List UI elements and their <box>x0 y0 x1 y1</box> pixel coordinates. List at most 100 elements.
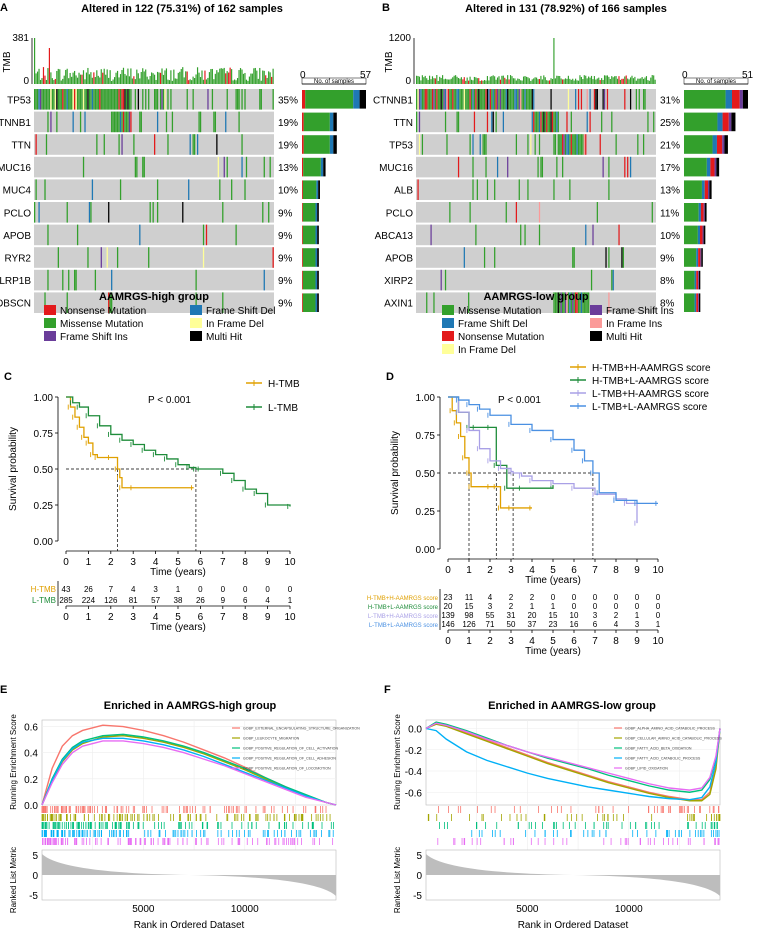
tmb-bar <box>94 77 96 84</box>
mutation-cell <box>572 247 574 268</box>
mutation-cell <box>241 156 243 178</box>
tmb-bar <box>462 79 464 84</box>
gene-percent: 10% <box>660 231 680 242</box>
mutation-cell <box>66 202 68 223</box>
risk-table-value: 9 <box>221 596 226 605</box>
legend-swatch <box>44 331 56 341</box>
tmb-bar <box>590 75 593 84</box>
mutation-cell <box>75 269 77 291</box>
legend-label: GOBP_ALPHA_AMINO_ACID_CATABOLIC_PROCESS <box>625 727 716 731</box>
gene-count-bar-segment <box>722 112 729 132</box>
mutation-cell <box>130 111 132 133</box>
mutation-cell <box>459 89 461 110</box>
mutation-cell <box>515 89 518 110</box>
gene-count-bar-segment <box>315 203 318 222</box>
mutation-cell <box>653 111 655 133</box>
mutation-cell <box>159 89 162 110</box>
x-tick-label: 2 <box>108 557 114 568</box>
risk-table-value: 55 <box>486 611 495 620</box>
gene-count-bar-segment <box>302 293 316 312</box>
gene-count-bar-segment <box>684 90 726 109</box>
tmb-bar <box>593 76 595 84</box>
y-tick-label: 0.75 <box>416 431 436 442</box>
gene-count-bar-segment <box>731 112 736 132</box>
risk-table-value: 81 <box>129 596 138 605</box>
mutation-cell <box>517 89 519 110</box>
risk-table-value: 126 <box>462 620 476 629</box>
mutation-cell <box>71 89 73 110</box>
mutation-cell <box>145 89 147 110</box>
mutation-cell <box>241 134 243 155</box>
mutation-cell <box>488 89 490 110</box>
mutation-cell <box>134 156 137 178</box>
mutation-cell <box>449 89 451 110</box>
tmb-bar <box>38 68 40 84</box>
mutation-cell <box>431 89 434 110</box>
risk-table-value: 4 <box>265 596 270 605</box>
es-y-tick-label: 0.6 <box>24 723 38 734</box>
gene-label: PCLO <box>4 208 31 219</box>
mutation-cell <box>550 89 552 110</box>
gene-percent: 9% <box>278 254 293 265</box>
tmb-bar <box>177 72 179 84</box>
tmb-bar <box>580 76 582 84</box>
tmb-bar <box>199 77 202 84</box>
matrix-row-bg <box>34 269 274 291</box>
mutation-cell <box>59 89 61 110</box>
legend-label: L-TMB+H-AAMRGS score <box>592 389 709 400</box>
tmb-bar <box>216 70 218 84</box>
gene-count-bar-segment <box>684 180 702 199</box>
legend-label: Missense Mutation <box>60 319 143 330</box>
tmb-bar <box>194 78 196 84</box>
mutation-cell <box>94 269 97 291</box>
tmb-bar <box>518 78 520 84</box>
gene-count-bar-segment <box>701 180 705 199</box>
gene-percent: 9% <box>278 208 293 219</box>
tmb-bar <box>124 73 126 84</box>
mutation-cell <box>121 89 123 110</box>
oncoplot-title: Altered in 122 (75.31%) of 162 samples <box>81 3 283 15</box>
tmb-bar <box>621 78 623 84</box>
tmb-max-label: 381 <box>12 33 29 44</box>
gene-label: MUC16 <box>0 163 31 174</box>
mutation-cell <box>602 89 604 110</box>
tmb-bar <box>165 68 168 84</box>
tmb-bar <box>515 80 517 84</box>
tmb-bar <box>57 68 59 84</box>
legend-label: GOBP_FATTY_ACID_BETA_OXIDATION <box>625 747 692 751</box>
tmb-bar <box>443 79 445 84</box>
gene-count-bar-segment <box>722 135 725 154</box>
tmb-bar <box>247 80 249 84</box>
mutation-cell <box>589 111 591 133</box>
tmb-bar <box>259 67 261 84</box>
mutation-cell <box>45 134 48 155</box>
mutation-cell <box>602 156 604 178</box>
mutation-cell <box>499 89 502 110</box>
tmb-bar <box>204 70 206 84</box>
tmb-bar <box>564 78 567 84</box>
tmb-bar <box>214 73 216 84</box>
matrix-row-bg <box>416 156 656 178</box>
tmb-bar <box>139 78 141 84</box>
samples-axis-label: No. of samples <box>314 79 354 85</box>
gene-count-bar-segment <box>700 248 702 267</box>
tmb-bar <box>616 78 619 84</box>
mutation-cell <box>446 134 448 155</box>
legend-label: L-TMB+L-AAMRGS score <box>592 402 708 413</box>
mutation-cell <box>91 89 94 110</box>
risk-x-tick-label: 6 <box>571 636 577 647</box>
mutation-cell <box>34 202 36 223</box>
mutation-cell <box>642 89 645 110</box>
tmb-bar <box>231 69 233 84</box>
tmb-bar <box>601 78 603 84</box>
mutation-cell <box>462 89 464 110</box>
gene-count-bar-segment <box>699 293 701 312</box>
gene-count-bar-segment <box>353 90 360 109</box>
gene-count-bar-segment <box>703 203 705 222</box>
mutation-cell <box>563 134 565 155</box>
tmb-bar <box>463 77 465 84</box>
mutation-cell <box>154 89 156 110</box>
mutation-cell <box>90 202 92 223</box>
mutation-cell <box>38 202 40 223</box>
tmb-bar <box>140 72 142 84</box>
